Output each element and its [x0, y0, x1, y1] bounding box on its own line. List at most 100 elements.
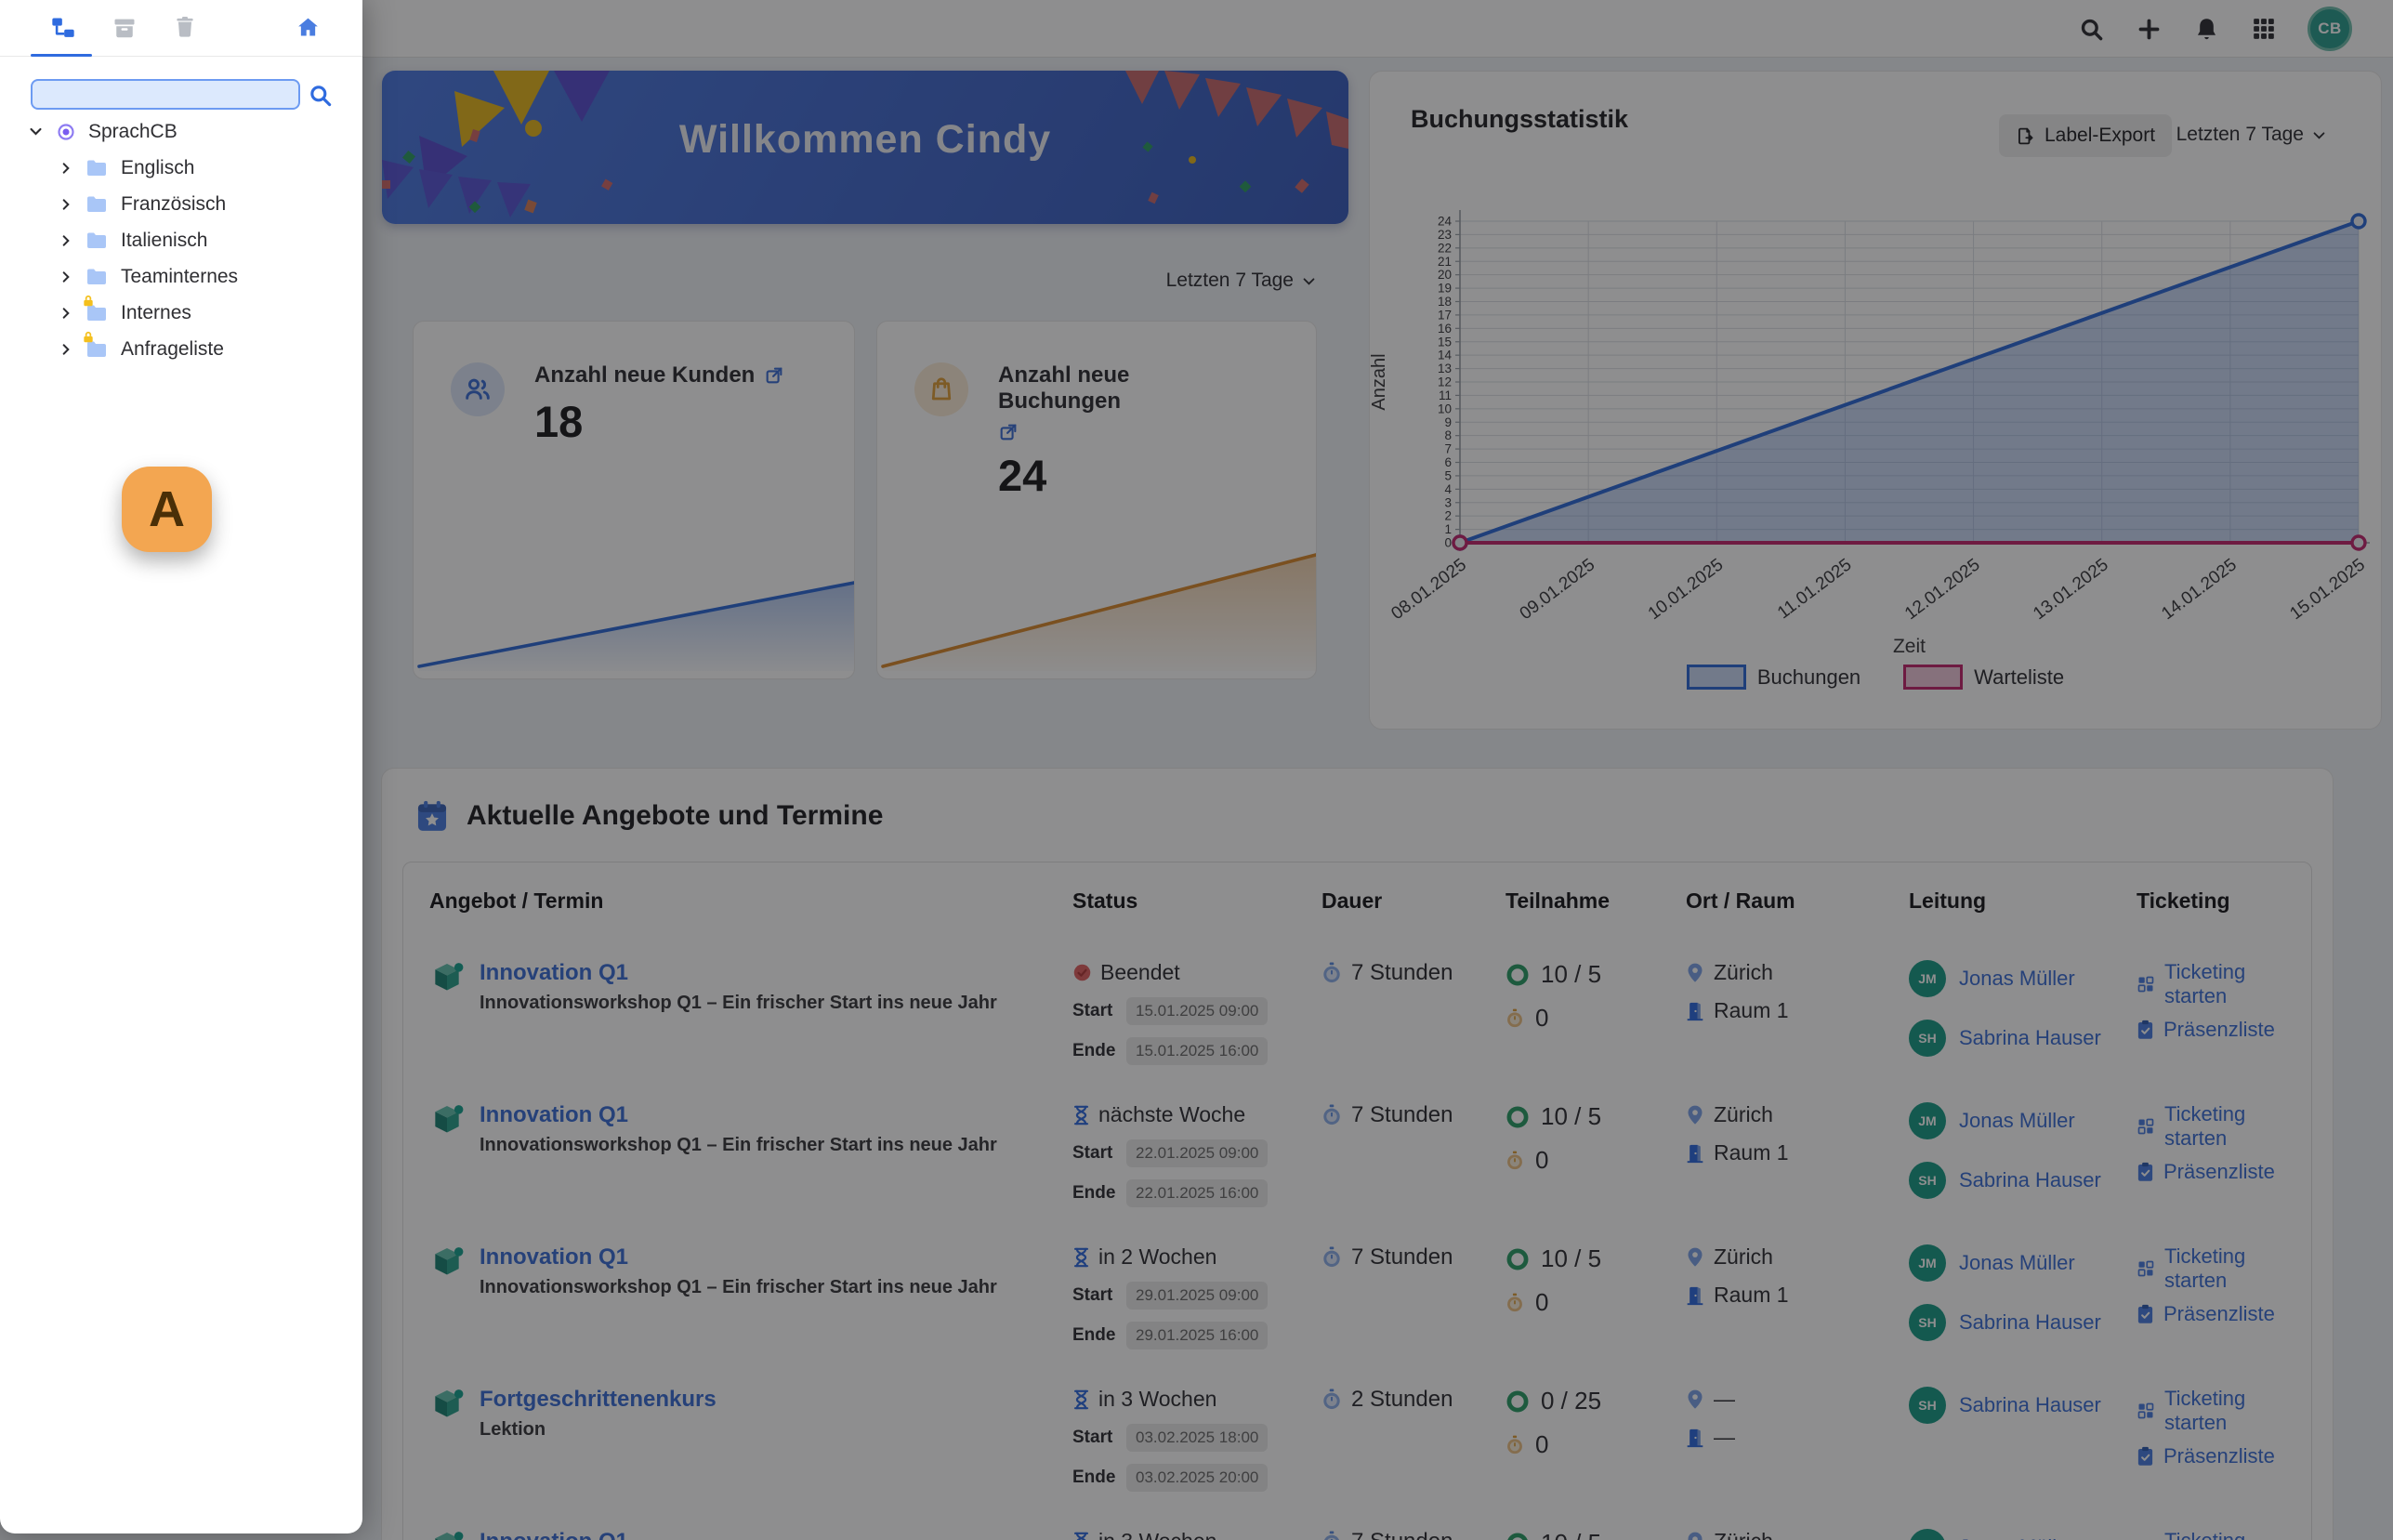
svg-text:6: 6 [1444, 455, 1452, 469]
ticketing-start-link[interactable]: Ticketing starten [2137, 960, 2311, 1008]
status-cell: in 3 Wochen Start 03.02.2025 18:00 Ende 03.0… [1072, 1387, 1321, 1492]
stats-period-dropdown[interactable]: Letzten 7 Tage [413, 270, 1317, 292]
status-cell: in 2 Wochen Start 29.01.2025 09:00 Ende 29.0… [1072, 1244, 1321, 1349]
chevron-down-icon[interactable] [28, 124, 44, 139]
leader-item: SH Sabrina Hauser [1909, 1020, 2137, 1057]
svg-text:12: 12 [1438, 375, 1452, 389]
participants-line: 10 / 5 [1505, 1244, 1686, 1273]
offer-title-link[interactable]: Innovation Q1 [480, 1244, 629, 1270]
start-line: Start 22.01.2025 09:00 [1072, 1139, 1321, 1167]
attendance-list-link[interactable]: Präsenzliste [2137, 1444, 2311, 1468]
ticketing-icon [2137, 1117, 2155, 1136]
leader-name-link[interactable]: Jonas Müller [1959, 1109, 2075, 1132]
external-link-icon[interactable] [764, 365, 784, 386]
stat-card-new-customers: Anzahl neue Kunden 18 [413, 321, 855, 679]
leader-name-link[interactable]: Sabrina Hauser [1959, 1393, 2101, 1416]
drag-badge[interactable]: A [122, 467, 212, 552]
tree-item-anfrageliste[interactable]: Anfrageliste [0, 331, 362, 367]
svg-text:Anzahl: Anzahl [1370, 353, 1389, 410]
offer-cell: Innovation Q1 Innovationsworkshop Q1 – Ei… [429, 1244, 1072, 1349]
city-line: Zürich [1686, 1529, 1909, 1540]
folder-icon [84, 295, 108, 322]
external-link-icon[interactable] [998, 422, 1019, 442]
ticketing-start-link[interactable]: Ticketing starten [2137, 1244, 2311, 1293]
stopwatch-icon [1321, 962, 1342, 984]
attendance-list-link[interactable]: Präsenzliste [2137, 1018, 2311, 1042]
offer-title-link[interactable]: Innovation Q1 [480, 1102, 629, 1127]
svg-text:3: 3 [1444, 495, 1452, 509]
hourglass-icon [1072, 1389, 1090, 1410]
leader-name-link[interactable]: Jonas Müller [1959, 1251, 2075, 1274]
chevron-right-icon[interactable] [59, 270, 73, 284]
ticketing-cell: Ticketing starten Präsenzliste [2137, 960, 2311, 1065]
sidebar-search-icon[interactable] [308, 83, 334, 109]
offer-title-link[interactable]: Innovation Q1 [480, 960, 629, 985]
archive-tab[interactable] [112, 15, 138, 41]
tree-item-internes[interactable]: Internes [0, 295, 362, 331]
offer-subtitle: Innovationsworkshop Q1 – Ein frischer St… [480, 1277, 997, 1297]
start-datetime: 15.01.2025 09:00 [1126, 997, 1269, 1025]
svg-text:24: 24 [1438, 215, 1453, 229]
ticketing-start-link[interactable]: Ticketing starten [2137, 1387, 2311, 1435]
stats-period-label: Letzten 7 Tage [1165, 270, 1294, 291]
attendance-list-link[interactable]: Präsenzliste [2137, 1160, 2311, 1184]
duration-cell: 7 Stunden [1321, 1102, 1505, 1207]
tree-item-italienisch[interactable]: Italienisch [0, 222, 362, 258]
city-line: — [1686, 1387, 1909, 1412]
user-avatar[interactable]: CB [2308, 7, 2352, 51]
apps-grid-icon[interactable] [2250, 15, 2278, 43]
tree-root-sprachcb[interactable]: SprachCB [0, 113, 362, 150]
room-value: Raum 1 [1714, 1283, 1789, 1307]
sparkline-chart [417, 581, 854, 671]
tree-item-label: Englisch [121, 156, 195, 178]
offer-title-link[interactable]: Innovation Q1 [480, 1529, 997, 1540]
status-line: Beendet [1072, 960, 1321, 985]
add-icon[interactable] [2135, 15, 2163, 43]
stat-card-new-bookings: Anzahl neue Buchungen 24 [876, 321, 1317, 679]
attendance-icon [2137, 1162, 2154, 1182]
end-datetime: 15.01.2025 16:00 [1126, 1037, 1269, 1065]
attendance-list-link[interactable]: Präsenzliste [2137, 1302, 2311, 1326]
offer-title-link[interactable]: Fortgeschrittenenkurs [480, 1387, 717, 1412]
table-row: Innovation Q1 Innovationsworkshop Q1 – Ei… [403, 1065, 2311, 1207]
leader-name-link[interactable]: Sabrina Hauser [1959, 1026, 2101, 1049]
tree-item-englisch[interactable]: Englisch [0, 150, 362, 186]
status-line: in 3 Wochen [1072, 1387, 1321, 1412]
tree-root-label: SprachCB [88, 120, 178, 142]
tree-item-teaminternes[interactable]: Teaminternes [0, 258, 362, 295]
chevron-right-icon[interactable] [59, 161, 73, 176]
ticketing-start-link[interactable]: Ticketing starten [2137, 1529, 2311, 1540]
tree-view-tab[interactable] [50, 15, 76, 41]
chart-period-dropdown[interactable]: Letzten 7 Tage [2176, 124, 2327, 146]
status-label: Beendet [1100, 960, 1180, 984]
svg-text:18: 18 [1438, 295, 1452, 309]
end-label: Ende [1072, 1041, 1116, 1060]
tree-item-franzsisch[interactable]: Französisch [0, 186, 362, 222]
leader-name-link[interactable]: Sabrina Hauser [1959, 1310, 2101, 1334]
chevron-right-icon[interactable] [59, 306, 73, 321]
search-icon[interactable] [2077, 15, 2105, 43]
legend-swatch [1903, 665, 1964, 690]
notifications-icon[interactable] [2192, 15, 2220, 43]
chevron-right-icon[interactable] [59, 233, 73, 248]
banner-decoration [382, 71, 1348, 217]
chevron-right-icon[interactable] [59, 197, 73, 212]
svg-text:14: 14 [1438, 349, 1453, 362]
home-tab[interactable] [296, 15, 322, 41]
ticketing-start-link[interactable]: Ticketing starten [2137, 1102, 2311, 1151]
column-header-0: Angebot / Termin [429, 888, 604, 913]
leader-name-link[interactable]: Sabrina Hauser [1959, 1168, 2101, 1191]
chevron-right-icon[interactable] [59, 342, 73, 357]
leader-name-link[interactable]: Jonas Müller [1959, 967, 2075, 990]
label-export-button[interactable]: Label-Export [1999, 114, 2173, 157]
sidebar-search-input[interactable] [31, 79, 300, 110]
leader-name-link[interactable]: Jonas Müller [1959, 1535, 2075, 1540]
trash-tab[interactable] [173, 15, 199, 41]
offer-cell: Fortgeschrittenenkurs Lektion [429, 1387, 1072, 1492]
ticket-link-label: Präsenzliste [2163, 1160, 2275, 1183]
city-value: Zürich [1714, 1102, 1773, 1126]
end-line: Ende 29.01.2025 16:00 [1072, 1322, 1321, 1349]
start-line: Start 15.01.2025 09:00 [1072, 997, 1321, 1025]
